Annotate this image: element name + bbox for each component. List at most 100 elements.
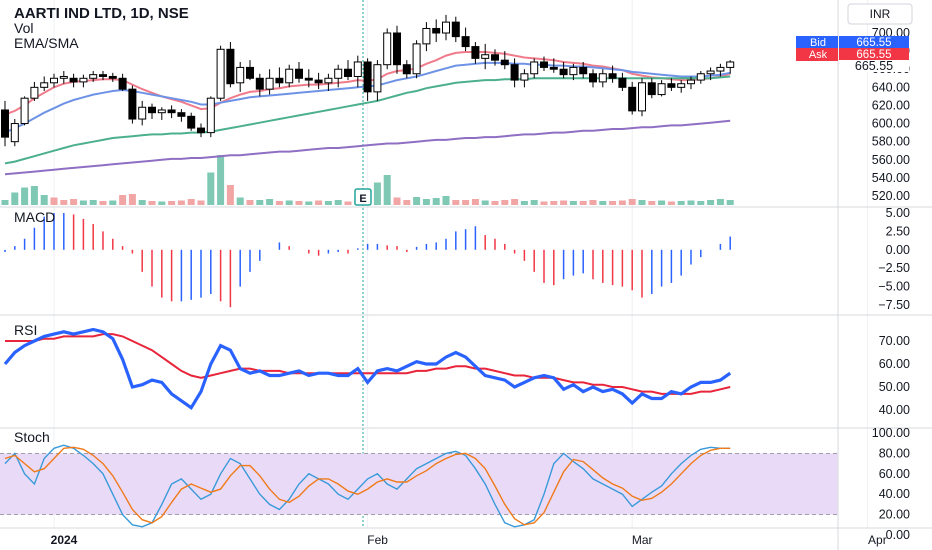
volume-bar [334,200,342,205]
candle-body [471,46,480,59]
volume-bar [266,199,274,205]
candle-body [226,48,235,85]
volume-bar [315,200,323,205]
volume-bar [452,200,460,205]
candle-body [59,75,68,79]
candle-body [461,36,470,48]
candle-body [451,21,460,38]
volume-bar [168,201,176,205]
volume-bar [432,198,440,205]
volume-bar [550,201,558,205]
candle-body [569,66,578,76]
x-tick-label: 2024 [51,533,78,547]
candle-body [148,106,156,114]
y-tick-label: 80.00 [879,446,910,460]
candle-body [383,32,392,66]
macd-title: MACD [14,209,55,225]
volume-bar [393,197,401,205]
volume-bar [79,200,87,205]
volume-bar [295,201,303,205]
rsi-signal-line [5,333,731,395]
volume-bar [40,195,48,205]
candle-body [667,83,676,88]
candle-body [402,64,411,75]
candle-body [138,106,147,120]
candle-body [628,86,637,112]
volume-bar [569,201,577,205]
y-tick-label: 2.50 [886,224,910,238]
macd-histogram [4,213,731,308]
stoch-title: Stoch [14,429,50,445]
volume-bar [305,201,313,205]
volume-bar [128,194,136,205]
volume-bar [30,186,38,205]
stoch-lines [4,444,731,528]
volume-bar [236,197,244,205]
candle-body [334,68,343,79]
y-axis-ticks: 700.00680.00660.00640.00620.00600.00580.… [872,26,910,542]
y-tick-label: −5.00 [878,280,910,294]
rsi-lines [3,327,732,410]
volume-bar [403,200,411,205]
volume-bar [579,201,587,205]
volume-bar [50,197,58,205]
volume-bar [148,201,156,205]
volume-bar [707,200,715,205]
currency-label: INR [870,7,891,21]
y-tick-label: 620.00 [872,98,910,112]
volume-bar [687,200,695,205]
candle-body [187,115,196,129]
y-tick-label: 60.00 [879,467,910,481]
ma-line-3 [4,119,731,176]
candle-body [432,27,441,34]
candle-body [167,109,176,114]
candle-body [118,77,127,90]
bid-value-box [839,36,909,49]
y-tick-label: 540.00 [872,171,910,185]
volume-bar [677,201,685,205]
volume-bar [413,197,421,205]
candle-body [314,79,323,84]
volume-bar [344,201,352,205]
currency-button[interactable]: INR [847,3,913,25]
volume-bar [89,200,97,205]
volume-bar [70,199,78,205]
volume-bar [256,200,264,205]
volume-bar [275,201,283,205]
earnings-marker-box [354,188,372,206]
candle-body [275,77,284,84]
candle-body [128,88,137,120]
candle-body [295,68,303,79]
candle-body [89,74,98,79]
earnings-marker[interactable]: E [354,188,372,206]
candle-body [236,66,245,84]
candle-body [491,54,499,61]
candle-body [598,73,607,83]
candle-body [706,70,715,75]
volume-bar [138,200,146,205]
y-tick-label: 600.00 [872,117,910,131]
ask-value-box [839,48,909,61]
y-tick-label: 0.00 [886,528,910,542]
candle-body [30,86,39,99]
volume-bar [697,201,705,205]
x-tick-label: Feb [367,533,388,547]
candle-body [687,79,695,85]
candle-body [108,75,117,79]
volume-bar [658,200,666,205]
candle-body [549,66,558,70]
volume-bar [628,199,636,205]
candle-body [363,61,372,93]
volume-bar [158,201,166,205]
volume-bar [207,172,215,205]
candle-body [412,43,421,75]
volume-bar [373,182,381,205]
stoch-d-line [4,446,731,526]
ma-label: EMA/SMA [14,35,79,51]
candle-body [177,112,186,117]
y-tick-label: 40.00 [879,487,910,501]
volume-bar [648,201,656,205]
bid-value: 665.55 [856,37,891,49]
last-price-value: 665.55 [855,59,893,73]
